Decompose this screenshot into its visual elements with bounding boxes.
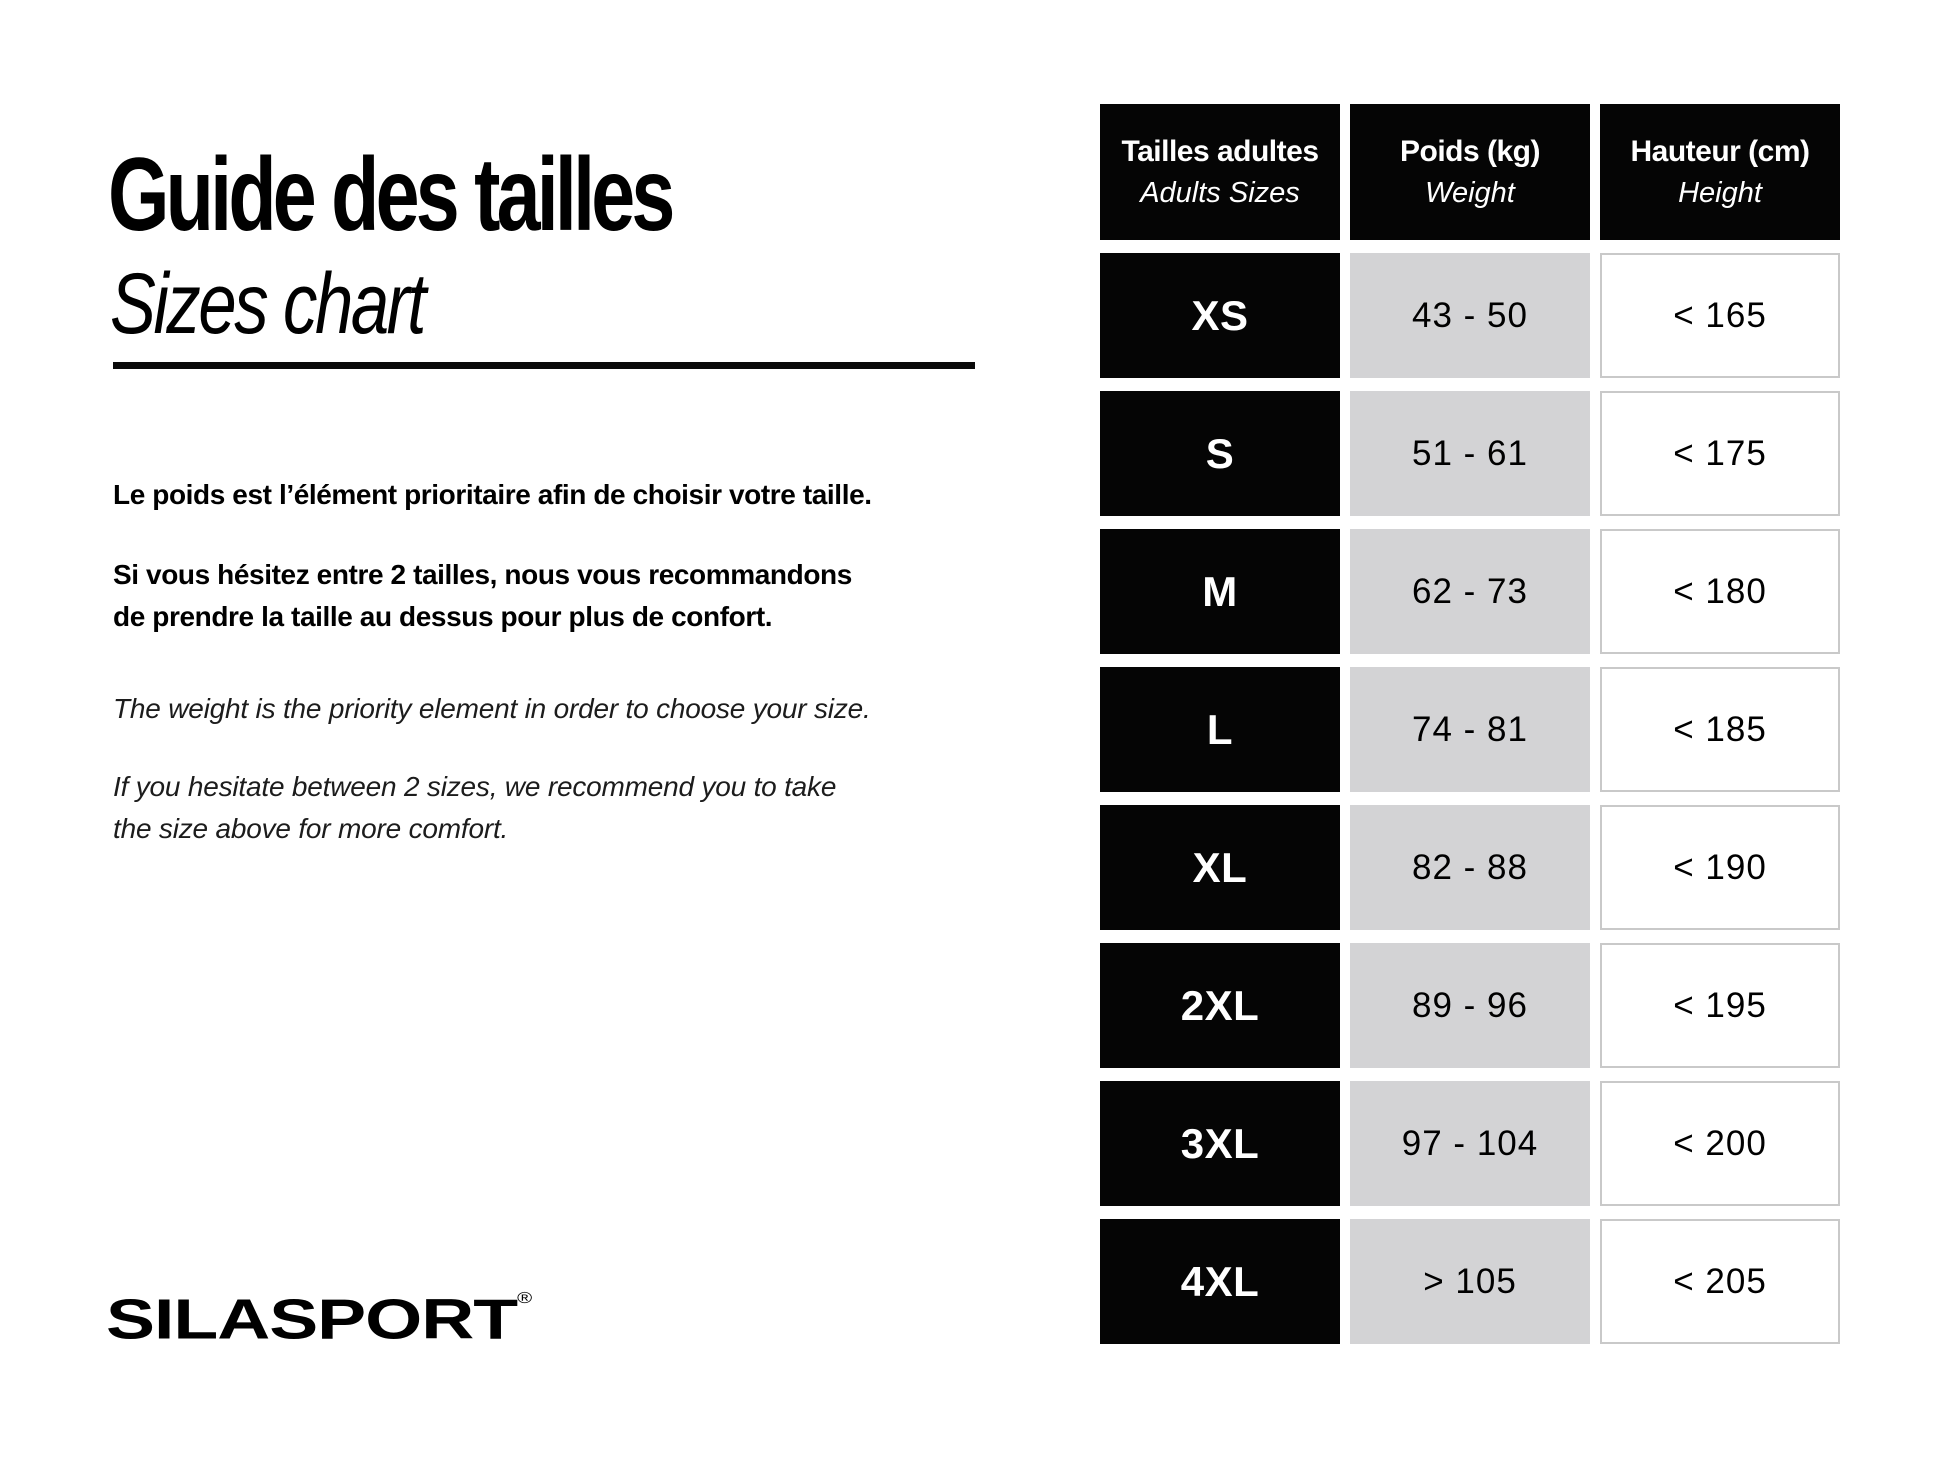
intro-english-hesitate: If you hesitate between 2 sizes, we reco…: [113, 766, 836, 850]
page-title-french: Guide des tailles: [108, 136, 675, 253]
column-header-adult-sizes-fr: Tailles adultes: [1121, 134, 1319, 168]
intro-french-hesitate: Si vous hésitez entre 2 tailles, nous vo…: [113, 554, 852, 638]
size-cell-2xl: 2XL: [1100, 943, 1340, 1068]
registered-trademark-symbol: ®: [517, 1289, 533, 1307]
height-cell-xs: < 165: [1600, 253, 1840, 378]
intro-english-hesitate-line2: the size above for more comfort.: [113, 813, 509, 844]
column-header-weight: Poids (kg) Weight: [1350, 104, 1590, 240]
column-header-weight-fr: Poids (kg): [1399, 134, 1541, 168]
intro-french-weight-priority: Le poids est l’élément prioritaire afin …: [113, 479, 872, 510]
weight-cell-4xl: > 105: [1350, 1219, 1590, 1344]
size-table: Tailles adultes Adults Sizes Poids (kg) …: [1100, 104, 1840, 1344]
column-header-weight-en: Weight: [1425, 176, 1515, 209]
silasport-wordmark: SILASPORT: [106, 1288, 518, 1352]
size-cell-l: L: [1100, 667, 1340, 792]
weight-cell-3xl: 97 - 104: [1350, 1081, 1590, 1206]
height-cell-s: < 175: [1600, 391, 1840, 516]
weight-cell-xs: 43 - 50: [1350, 253, 1590, 378]
column-header-height-fr: Hauteur (cm): [1630, 134, 1810, 168]
height-cell-m: < 180: [1600, 529, 1840, 654]
intro-english-weight-priority: The weight is the priority element in or…: [113, 693, 871, 724]
size-cell-3xl: 3XL: [1100, 1081, 1340, 1206]
weight-cell-m: 62 - 73: [1350, 529, 1590, 654]
column-header-adult-sizes: Tailles adultes Adults Sizes: [1100, 104, 1340, 240]
weight-cell-2xl: 89 - 96: [1350, 943, 1590, 1068]
size-cell-s: S: [1100, 391, 1340, 516]
height-cell-2xl: < 195: [1600, 943, 1840, 1068]
height-cell-3xl: < 200: [1600, 1081, 1840, 1206]
height-cell-xl: < 190: [1600, 805, 1840, 930]
column-header-height-en: Height: [1678, 176, 1762, 209]
intro-french-hesitate-line1: Si vous hésitez entre 2 tailles, nous vo…: [113, 559, 852, 590]
size-cell-4xl: 4XL: [1100, 1219, 1340, 1344]
intro-english-hesitate-line1: If you hesitate between 2 sizes, we reco…: [113, 771, 837, 802]
page-title-english: Sizes chart: [110, 256, 426, 353]
weight-cell-l: 74 - 81: [1350, 667, 1590, 792]
intro-french-hesitate-line2: de prendre la taille au dessus pour plus…: [113, 601, 773, 632]
size-cell-xl: XL: [1100, 805, 1340, 930]
column-header-adult-sizes-en: Adults Sizes: [1140, 176, 1300, 209]
size-cell-xs: XS: [1100, 253, 1340, 378]
height-cell-l: < 185: [1600, 667, 1840, 792]
height-cell-4xl: < 205: [1600, 1219, 1840, 1344]
size-cell-m: M: [1100, 529, 1340, 654]
column-header-height: Hauteur (cm) Height: [1600, 104, 1840, 240]
silasport-logo: SILASPORT®: [106, 1288, 532, 1352]
title-divider-rule: [113, 362, 975, 369]
weight-cell-s: 51 - 61: [1350, 391, 1590, 516]
weight-cell-xl: 82 - 88: [1350, 805, 1590, 930]
